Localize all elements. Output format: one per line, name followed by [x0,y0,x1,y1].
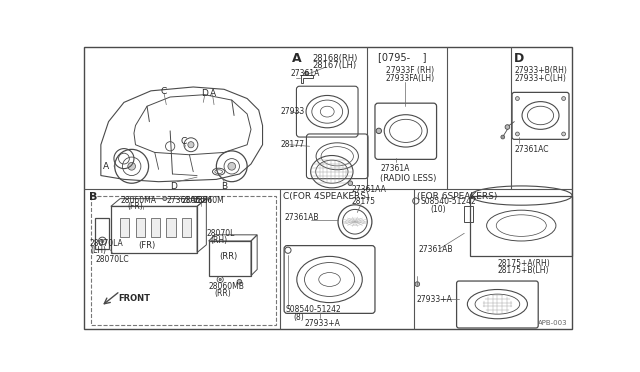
Circle shape [163,197,166,201]
Text: APB-003: APB-003 [538,320,567,326]
Text: 28060M: 28060M [193,196,224,205]
Circle shape [348,181,353,186]
Text: S08540-51242: S08540-51242 [420,197,476,206]
Text: (10): (10) [431,205,446,214]
Circle shape [376,128,381,134]
Text: (RR): (RR) [214,289,231,298]
Text: A: A [102,162,109,171]
Text: D: D [515,52,525,65]
Bar [151,218,160,237]
Bar [182,218,191,237]
Bar [463,206,473,222]
Text: 27933+A: 27933+A [417,295,452,304]
Text: A: A [292,52,301,65]
Text: 27361A: 27361A [380,164,410,173]
Circle shape [505,125,509,129]
Text: 28070LA: 28070LA [90,239,123,248]
Text: 27361AC: 27361AC [166,196,201,205]
Text: 27361AB: 27361AB [285,212,319,221]
Text: 27933: 27933 [280,107,305,116]
Text: 27361A: 27361A [291,70,319,78]
Text: C: C [161,87,167,96]
Text: 27933+C(LH): 27933+C(LH) [515,74,566,83]
Text: 28177: 28177 [280,140,304,149]
Text: [0795-    ]: [0795- ] [378,52,426,62]
Text: (8): (8) [293,312,304,322]
Circle shape [128,163,136,170]
Text: 27361AB: 27361AB [418,245,452,254]
Text: 28070L: 28070L [206,230,235,238]
Circle shape [562,132,566,136]
Text: 28168(RH): 28168(RH) [312,54,358,63]
Circle shape [305,71,308,75]
Bar [120,218,129,237]
Text: A: A [209,89,216,98]
Circle shape [237,279,242,284]
Text: 27933F (RH): 27933F (RH) [386,66,434,75]
Text: 27933+A: 27933+A [305,319,340,328]
Text: 28167(LH): 28167(LH) [312,61,356,70]
Text: 27933FA(LH): 27933FA(LH) [386,74,435,83]
Text: 28070LC: 28070LC [95,255,129,264]
Circle shape [501,135,505,139]
Text: (FR): (FR) [128,202,143,212]
Bar [136,218,145,237]
Text: C: C [181,137,187,146]
Text: (FOR 6SPEAKERS): (FOR 6SPEAKERS) [417,192,497,202]
Text: 28060MB: 28060MB [209,282,244,291]
Text: (RH): (RH) [210,236,227,246]
Text: (FR): (FR) [138,241,156,250]
Text: B: B [90,192,98,202]
Text: D: D [171,182,177,191]
Text: 28175+A(RH): 28175+A(RH) [497,259,550,268]
Text: (RR): (RR) [219,252,237,261]
Text: D: D [202,89,208,98]
Text: C(FOR 4SPEAKERS): C(FOR 4SPEAKERS) [284,192,370,202]
Bar [91,196,276,325]
Text: (LH): (LH) [91,246,107,254]
Text: 28060MA: 28060MA [120,196,156,205]
Text: 27361AA: 27361AA [351,185,386,194]
Text: 28060M: 28060M [182,196,212,205]
Bar [166,218,175,237]
Text: 28175: 28175 [351,197,375,206]
Circle shape [188,142,194,148]
Circle shape [219,278,221,280]
Circle shape [562,97,566,100]
Circle shape [101,240,104,243]
Circle shape [228,163,236,170]
Circle shape [415,282,420,286]
Circle shape [515,132,519,136]
Text: FRONT: FRONT [118,294,150,303]
Text: 28175+B(LH): 28175+B(LH) [497,266,549,275]
Text: 27933+B(RH): 27933+B(RH) [515,66,567,75]
Text: 27361AC: 27361AC [515,145,549,154]
Text: (RADIO LESS): (RADIO LESS) [380,174,436,183]
Text: B: B [221,182,227,191]
Text: S08540-51242: S08540-51242 [285,305,341,314]
Circle shape [515,97,519,100]
